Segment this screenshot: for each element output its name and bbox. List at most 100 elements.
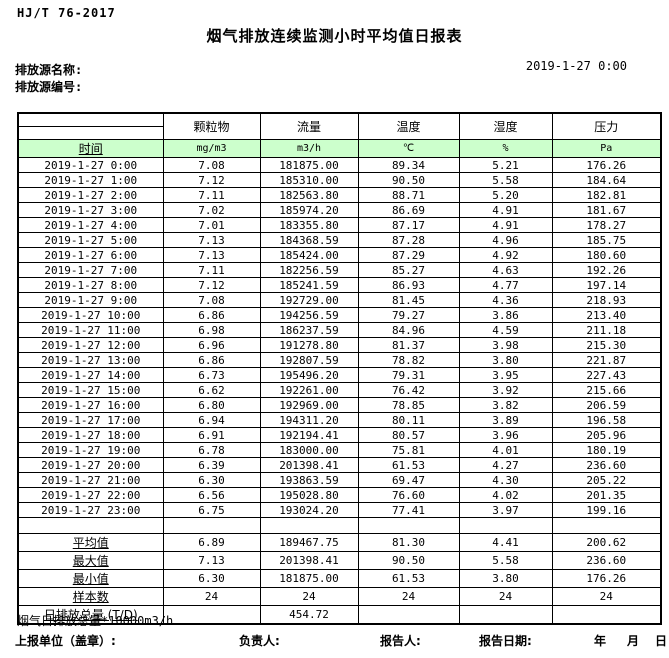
value-cell: 176.26	[551, 157, 662, 173]
time-cell: 2019-1-27 14:00	[17, 367, 164, 383]
summary-value-cell: 5.58	[458, 551, 553, 570]
value-cell: 85.27	[357, 262, 460, 278]
summary-label-cell: 日排放总量 (T/D)	[17, 605, 164, 625]
value-cell: 3.95	[458, 367, 553, 383]
value-cell: 88.71	[357, 187, 460, 203]
table-row: 2019-1-27 5:00 7.13 184368.59 87.28 4.96 185.…	[17, 232, 662, 248]
value-cell: 183355.80	[259, 217, 359, 233]
time-cell: 2019-1-27 1:00	[17, 172, 164, 188]
unit-header-cell: %	[458, 139, 553, 158]
value-cell: 186237.59	[259, 322, 359, 338]
table-row: 2019-1-27 23:00 6.75 193024.20 77.41 3.97 199…	[17, 502, 662, 518]
value-cell: 5.20	[458, 187, 553, 203]
value-cell: 215.30	[551, 337, 662, 353]
value-cell: 185.75	[551, 232, 662, 248]
time-cell: 2019-1-27 7:00	[17, 262, 164, 278]
value-cell: 89.34	[357, 157, 460, 173]
time-cell: 2019-1-27 22:00	[17, 487, 164, 503]
summary-value-cell: 3.80	[458, 569, 553, 588]
value-cell: 7.02	[162, 202, 261, 218]
value-cell: 218.93	[551, 292, 662, 308]
value-cell: 6.75	[162, 502, 261, 518]
value-cell: 4.77	[458, 277, 553, 293]
parameter-header-cell: 温度	[357, 112, 460, 140]
time-cell: 2019-1-27 4:00	[17, 217, 164, 233]
report-date-label: 报告日期:	[479, 634, 532, 648]
summary-row: 样本数 24 24 24 24 24	[17, 587, 662, 606]
summary-value-cell	[162, 605, 261, 625]
time-cell: 2019-1-27 5:00	[17, 232, 164, 248]
table-row: 2019-1-27 8:00 7.12 185241.59 86.93 4.77 197.…	[17, 277, 662, 293]
value-cell: 192.26	[551, 262, 662, 278]
data-rows: 2019-1-27 0:00 7.08 181875.00 89.34 5.21 176.…	[17, 157, 662, 518]
summary-value-cell: 24	[551, 587, 662, 606]
value-cell: 199.16	[551, 502, 662, 518]
value-cell: 6.98	[162, 322, 261, 338]
value-cell: 3.86	[458, 307, 553, 323]
value-cell: 81.37	[357, 337, 460, 353]
value-cell: 4.92	[458, 247, 553, 263]
value-cell: 7.11	[162, 262, 261, 278]
table-row: 2019-1-27 0:00 7.08 181875.00 89.34 5.21 176.…	[17, 157, 662, 173]
table-row: 2019-1-27 22:00 6.56 195028.80 76.60 4.02 201…	[17, 487, 662, 503]
value-cell: 185424.00	[259, 247, 359, 263]
value-cell: 90.50	[357, 172, 460, 188]
summary-value-cell	[357, 605, 460, 625]
parameter-header-cell: 流量	[259, 112, 359, 140]
summary-row: 最大值 7.13 201398.41 90.50 5.58 236.60	[17, 551, 662, 570]
value-cell: 201.35	[551, 487, 662, 503]
value-cell: 87.29	[357, 247, 460, 263]
value-cell: 69.47	[357, 472, 460, 488]
day-label: 日	[655, 634, 668, 648]
table-row: 2019-1-27 9:00 7.08 192729.00 81.45 4.36 218.…	[17, 292, 662, 308]
time-cell: 2019-1-27 12:00	[17, 337, 164, 353]
value-cell: 80.11	[357, 412, 460, 428]
value-cell: 192261.00	[259, 382, 359, 398]
value-cell: 5.21	[458, 157, 553, 173]
value-cell: 6.86	[162, 352, 261, 368]
value-cell: 4.59	[458, 322, 553, 338]
summary-value-cell: 61.53	[357, 569, 460, 588]
value-cell: 221.87	[551, 352, 662, 368]
parameter-header-cell: 湿度	[458, 112, 553, 140]
emission-source-id-label: 排放源编号:	[15, 80, 83, 94]
value-cell: 205.96	[551, 427, 662, 443]
standard-number: HJ/T 76-2017	[17, 6, 116, 20]
value-cell: 215.66	[551, 382, 662, 398]
value-cell: 80.57	[357, 427, 460, 443]
value-cell: 195496.20	[259, 367, 359, 383]
table-row: 2019-1-27 18:00 6.91 192194.41 80.57 3.96 205…	[17, 427, 662, 443]
time-cell: 2019-1-27 18:00	[17, 427, 164, 443]
value-cell: 3.97	[458, 502, 553, 518]
value-cell: 193863.59	[259, 472, 359, 488]
time-cell: 2019-1-27 20:00	[17, 457, 164, 473]
value-cell: 213.40	[551, 307, 662, 323]
value-cell: 79.31	[357, 367, 460, 383]
time-cell: 2019-1-27 10:00	[17, 307, 164, 323]
table-row: 2019-1-27 14:00 6.73 195496.20 79.31 3.95 227…	[17, 367, 662, 383]
value-cell: 195028.80	[259, 487, 359, 503]
value-cell: 181.67	[551, 202, 662, 218]
value-cell: 61.53	[357, 457, 460, 473]
value-cell: 3.89	[458, 412, 553, 428]
value-cell: 4.02	[458, 487, 553, 503]
value-cell: 4.36	[458, 292, 553, 308]
value-cell: 87.28	[357, 232, 460, 248]
value-cell: 7.08	[162, 157, 261, 173]
value-cell: 3.82	[458, 397, 553, 413]
value-cell: 182.81	[551, 187, 662, 203]
summary-value-cell	[551, 605, 662, 625]
value-cell: 4.91	[458, 202, 553, 218]
parameter-header-cell: 压力	[551, 112, 662, 140]
table-row: 2019-1-27 17:00 6.94 194311.20 80.11 3.89 196…	[17, 412, 662, 428]
table-row: 2019-1-27 16:00 6.80 192969.00 78.85 3.82 206…	[17, 397, 662, 413]
value-cell: 4.91	[458, 217, 553, 233]
table-row: 2019-1-27 12:00 6.96 191278.80 81.37 3.98 215…	[17, 337, 662, 353]
value-cell: 7.11	[162, 187, 261, 203]
empty-cell	[17, 517, 164, 534]
summary-label-cell: 样本数	[17, 587, 164, 606]
empty-cell	[259, 517, 359, 534]
value-cell: 76.42	[357, 382, 460, 398]
value-cell: 192969.00	[259, 397, 359, 413]
value-cell: 6.39	[162, 457, 261, 473]
